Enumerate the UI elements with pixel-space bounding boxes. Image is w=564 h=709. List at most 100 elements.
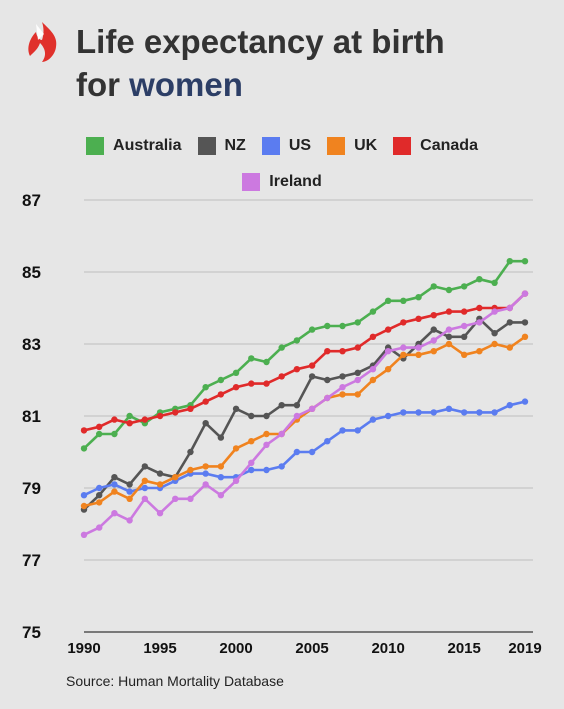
data-point-ireland-2003 (278, 430, 285, 438)
data-point-canada-1999 (217, 391, 225, 398)
data-point-uk-2011 (400, 351, 407, 358)
legend-swatch-nz (197, 137, 216, 155)
x-tick-label-2015: 2015 (447, 640, 480, 657)
y-tick-label-77: 77 (22, 551, 41, 570)
data-point-uk-2017 (491, 340, 498, 348)
data-point-us-1991 (96, 484, 103, 492)
data-point-uk-2008 (354, 391, 361, 398)
legend-item-canada: Canada (393, 137, 478, 155)
y-tick-label-87: 87 (22, 191, 41, 210)
data-point-us-2009 (369, 416, 377, 423)
data-point-us-2002 (263, 466, 270, 474)
data-point-uk-2009 (369, 376, 377, 384)
data-point-us-1992 (111, 481, 118, 488)
data-point-ireland-2012 (415, 344, 422, 351)
data-point-nz-1992 (111, 474, 118, 481)
data-point-nz-2014 (445, 333, 453, 340)
data-point-australia-2000 (232, 369, 240, 376)
data-point-nz-2002 (263, 412, 270, 420)
data-point-canada-2000 (232, 384, 240, 391)
data-point-canada-2014 (445, 308, 453, 315)
data-point-us-2012 (415, 409, 422, 416)
data-point-us-2004 (293, 448, 301, 456)
data-point-ireland-2010 (384, 348, 392, 355)
data-point-uk-1998 (202, 463, 209, 470)
series-line-uk (82, 335, 527, 508)
y-tick-label-83: 83 (22, 335, 41, 354)
data-point-us-2006 (324, 438, 331, 445)
data-point-uk-1997 (187, 466, 194, 474)
data-point-canada-2007 (339, 348, 346, 355)
data-point-uk-1994 (141, 477, 149, 484)
data-point-us-1999 (217, 474, 225, 481)
x-tick-label-2010: 2010 (371, 640, 404, 657)
data-point-ireland-2009 (369, 366, 377, 373)
data-point-australia-2008 (354, 319, 361, 326)
data-point-australia-2002 (263, 358, 270, 366)
title-line-2-prefix: for (76, 66, 130, 103)
data-point-australia-2010 (384, 297, 392, 304)
y-tick-label-79: 79 (22, 479, 41, 498)
data-point-uk-1990 (80, 502, 88, 510)
data-point-ireland-2006 (324, 394, 331, 402)
data-point-canada-2001 (248, 380, 255, 387)
data-point-ireland-1995 (156, 510, 164, 517)
data-point-us-2003 (278, 463, 285, 470)
data-point-uk-1993 (126, 495, 133, 502)
data-point-canada-1995 (156, 412, 164, 420)
data-point-ireland-2002 (263, 441, 270, 448)
data-point-australia-2013 (430, 283, 437, 290)
data-point-us-2011 (400, 409, 407, 416)
data-point-canada-2003 (278, 373, 285, 380)
data-point-canada-1998 (202, 398, 209, 405)
data-point-us-1998 (202, 470, 209, 477)
data-point-australia-2015 (460, 283, 468, 290)
data-point-nz-2019 (521, 319, 529, 326)
data-point-nz-1999 (217, 434, 225, 441)
data-point-ireland-2005 (308, 405, 316, 412)
data-point-australia-1991 (96, 430, 103, 438)
data-point-nz-2008 (354, 369, 361, 376)
data-point-nz-1994 (141, 463, 149, 470)
data-point-uk-2010 (384, 366, 392, 373)
data-point-nz-2003 (278, 402, 285, 409)
data-point-uk-2000 (232, 445, 240, 452)
data-point-canada-2013 (430, 312, 437, 319)
data-point-ireland-2008 (354, 376, 361, 384)
data-point-nz-2004 (293, 402, 301, 409)
data-point-canada-1996 (172, 409, 179, 416)
sbs-logo-icon (28, 22, 57, 62)
legend-item-nz: NZ (197, 137, 246, 155)
data-point-canada-2011 (400, 319, 407, 326)
data-point-ireland-2017 (491, 308, 498, 315)
data-point-us-1994 (141, 484, 149, 492)
chart-legend: Australia NZ US UK Canada Ireland (0, 132, 564, 204)
data-point-canada-2002 (263, 380, 270, 387)
data-point-australia-2014 (445, 286, 453, 294)
data-point-nz-1998 (202, 420, 209, 427)
data-point-ireland-1998 (202, 481, 209, 488)
data-point-nz-2007 (339, 373, 346, 380)
data-point-nz-2017 (491, 330, 498, 337)
data-point-nz-1991 (96, 492, 103, 499)
data-point-us-1990 (80, 492, 88, 499)
data-point-canada-1994 (141, 416, 149, 423)
data-point-ireland-2011 (400, 344, 407, 351)
x-tick-label-1990: 1990 (67, 640, 100, 657)
y-tick-label-81: 81 (22, 407, 41, 426)
data-point-uk-1991 (96, 499, 103, 506)
data-point-ireland-2000 (232, 477, 240, 484)
data-point-us-2005 (308, 448, 316, 456)
data-point-ireland-1994 (141, 495, 149, 502)
legend-row-1: Australia NZ US UK Canada (0, 132, 564, 160)
data-point-us-2001 (248, 466, 255, 474)
data-point-uk-2012 (415, 351, 422, 358)
data-point-us-2014 (445, 405, 453, 412)
legend-swatch-ireland (242, 173, 261, 191)
title-line-2-highlight: women (129, 66, 243, 103)
data-point-ireland-2015 (460, 322, 468, 330)
x-tick-label-1995: 1995 (143, 640, 176, 657)
data-point-uk-1992 (111, 488, 118, 495)
legend-label-nz: NZ (224, 137, 246, 154)
data-point-canada-2006 (324, 348, 331, 355)
